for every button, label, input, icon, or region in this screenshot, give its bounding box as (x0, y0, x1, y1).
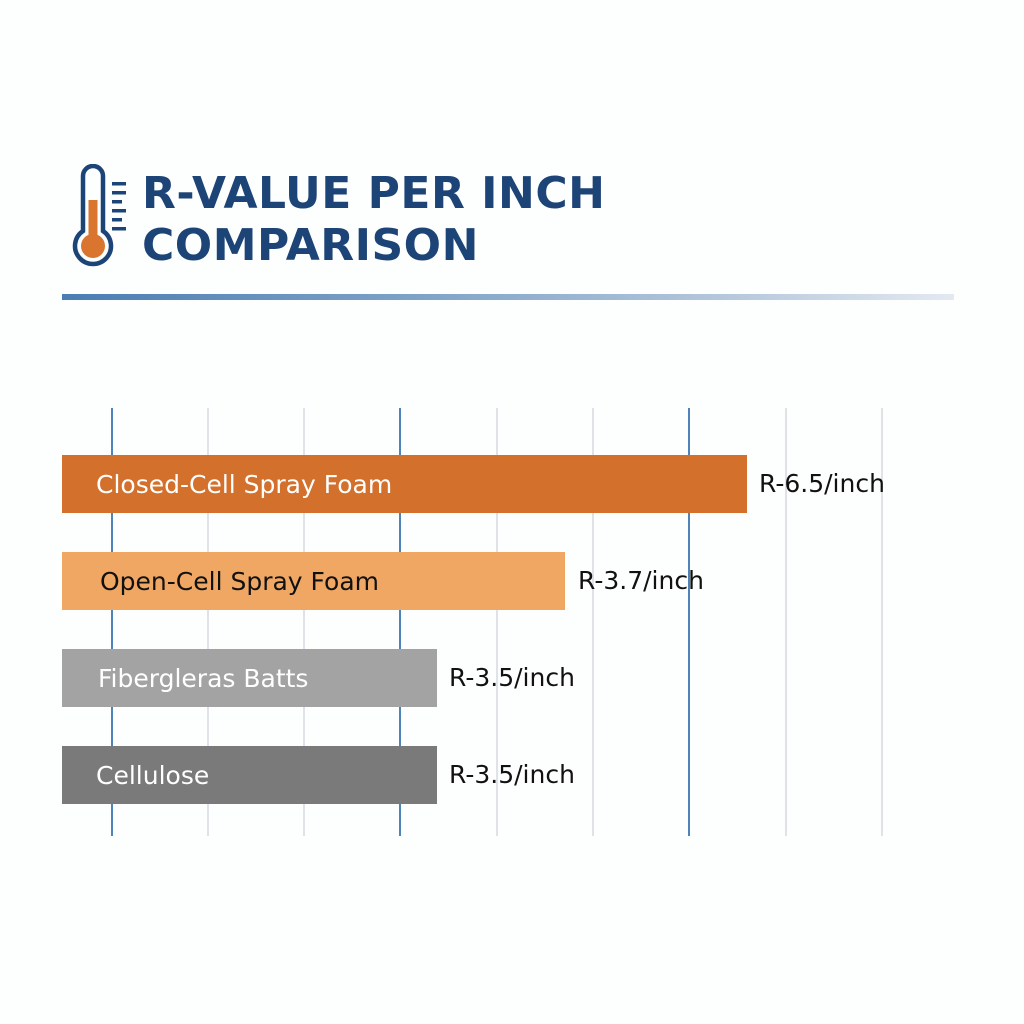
bar-label: Open-Cell Spray Foam (100, 566, 380, 596)
title-line-2: COMPARISON (142, 220, 479, 271)
gridline (881, 408, 883, 836)
chart-title: R-VALUE PER INCH COMPARISON (142, 168, 605, 272)
chart-header: R-VALUE PER INCH COMPARISON (70, 164, 605, 274)
bar-fiberglass-batts: Fibergleras Batts (62, 649, 437, 707)
thermometer-icon (72, 164, 126, 267)
gridline (592, 408, 594, 836)
gridline-major (688, 408, 690, 836)
bar-label: Fibergleras Batts (98, 663, 309, 693)
bar-label: Cellulose (96, 760, 210, 790)
value-label: R-3.5/inch (449, 760, 575, 789)
bar-closed-cell-spray-foam: Closed-Cell Spray Foam (62, 455, 747, 513)
gridline (207, 408, 209, 836)
header-divider (62, 294, 954, 300)
bar-cellulose: Cellulose (62, 746, 437, 804)
bar-open-cell-spray-foam: Open-Cell Spray Foam (62, 552, 565, 610)
gridline (496, 408, 498, 836)
value-label: R-3.5/inch (449, 663, 575, 692)
bar-label: Closed-Cell Spray Foam (96, 469, 393, 499)
gridline-major (111, 408, 113, 836)
gridline-major (399, 408, 401, 836)
value-label: R-3.7/inch (578, 566, 704, 595)
gridline (785, 408, 787, 836)
gridline (303, 408, 305, 836)
title-line-1: R-VALUE PER INCH (142, 168, 606, 219)
value-label: R-6.5/inch (759, 469, 885, 498)
